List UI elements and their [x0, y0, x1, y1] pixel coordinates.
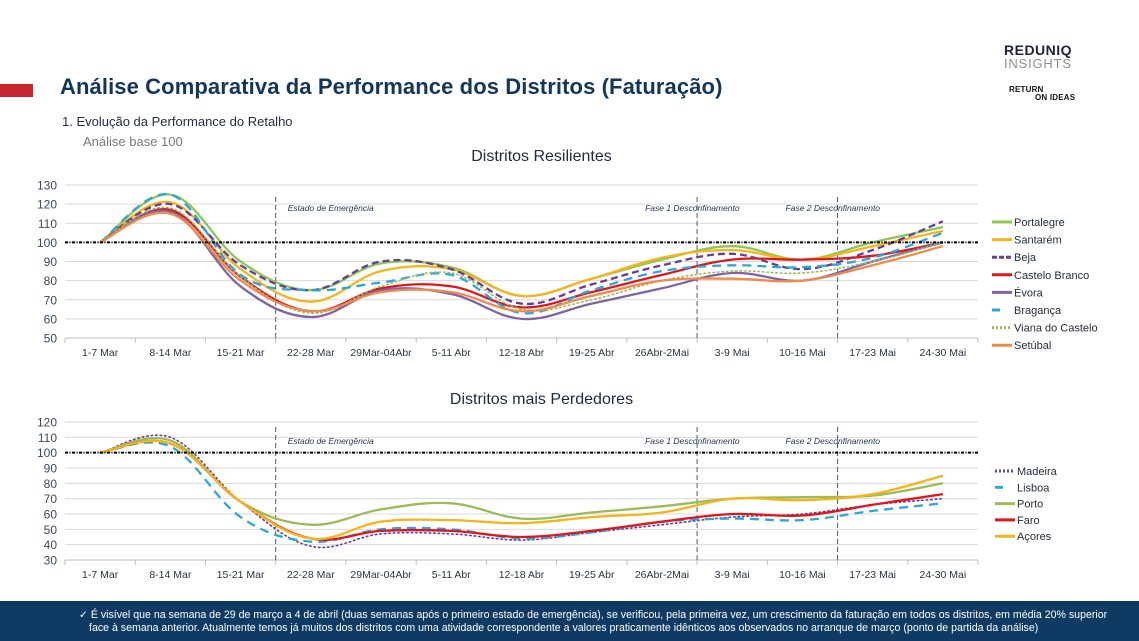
legend-label: Faro	[1017, 515, 1040, 527]
y-tick-label: 90	[44, 462, 58, 476]
series-line-beja	[99, 202, 944, 306]
x-tick-label: 17-23 Mai	[849, 347, 896, 359]
annotation-label: Fase 2 Desconfinamento	[786, 436, 881, 446]
y-tick-label: 110	[38, 431, 57, 445]
y-tick-label: 60	[44, 508, 58, 522]
chart-title: Distritos mais Perdedores	[450, 391, 633, 408]
y-tick-label: 90	[44, 255, 58, 269]
return-on-ideas-logo: RETURN	[1009, 85, 1044, 94]
x-tick-label: 12-18 Abr	[499, 347, 545, 359]
series-line-madeira	[99, 434, 944, 549]
x-tick-label: 19-25 Abr	[569, 347, 615, 359]
x-tick-label: 22-28 Mar	[287, 347, 335, 359]
legend-label: Santarém	[1014, 235, 1062, 247]
x-tick-label: 3-9 Mai	[715, 347, 750, 359]
chart-distritos-resilientes: Distritos Resilientes 50 60 70 80 90 100 110 120…	[37, 148, 1098, 359]
y-tick-label: 120	[37, 198, 57, 212]
y-tick-label: 100	[37, 446, 57, 460]
series-line-lisboa	[99, 441, 944, 543]
x-tick-label: 19-25 Abr	[569, 569, 615, 581]
y-tick-label: 70	[44, 492, 58, 506]
footer-insight-line2: face à semana anterior. Atualmente temos…	[89, 622, 1039, 634]
title-accent-bar	[0, 84, 33, 97]
x-tick-label: 24-30 Mai	[920, 569, 967, 581]
x-tick-label: 8-14 Mar	[149, 347, 192, 359]
y-tick-label: 50	[44, 523, 58, 537]
return-on-ideas-logo-line2: ON IDEAS	[1035, 93, 1076, 102]
x-tick-label: 10-16 Mai	[779, 569, 826, 581]
analysis-note: Análise base 100	[83, 134, 183, 149]
x-tick-label: 17-23 Mai	[849, 569, 896, 581]
y-tick-label: 100	[37, 236, 57, 250]
y-tick-label: 40	[44, 538, 58, 552]
x-tick-label: 1-7 Mar	[82, 569, 119, 581]
y-tick-label: 110	[38, 217, 57, 231]
x-tick-label: 29Mar-04Abr	[350, 569, 412, 581]
legend-label: Madeira	[1017, 466, 1058, 478]
x-tick-label: 8-14 Mar	[149, 569, 192, 581]
section-subtitle: 1. Evolução da Performance do Retalho	[62, 114, 293, 129]
page-title: Análise Comparativa da Performance dos D…	[60, 74, 723, 99]
y-tick-label: 80	[44, 274, 58, 288]
annotation-label: Estado de Emergência	[288, 203, 374, 213]
x-tick-label: 26Abr-2Mai	[635, 347, 689, 359]
legend-label: Bragança	[1014, 305, 1062, 317]
annotation-label: Estado de Emergência	[288, 436, 374, 446]
y-tick-label: 60	[44, 312, 58, 326]
legend-label: Açores	[1017, 531, 1052, 543]
footer-insight-banner: ✓ É visível que na semana de 29 de março…	[0, 601, 1139, 641]
y-tick-label: 80	[44, 477, 58, 491]
legend-label: Porto	[1017, 499, 1043, 511]
x-tick-label: 22-28 Mar	[287, 569, 335, 581]
y-tick-label: 120	[37, 416, 57, 430]
insights-logo-text: INSIGHTS	[1004, 56, 1072, 71]
x-tick-label: 15-21 Mar	[217, 347, 265, 359]
x-tick-label: 24-30 Mai	[920, 347, 967, 359]
series-line-viana-do-castelo	[99, 206, 944, 314]
y-tick-label: 30	[44, 554, 58, 568]
legend-label: Beja	[1014, 252, 1037, 264]
legend-label: Portalegre	[1014, 217, 1065, 229]
reduniq-logo: REDUNIQ	[1004, 42, 1073, 58]
x-tick-label: 3-9 Mai	[715, 569, 750, 581]
x-tick-label: 12-18 Abr	[499, 569, 545, 581]
x-tick-label: 26Abr-2Mai	[635, 569, 689, 581]
legend-label: Évora	[1014, 286, 1044, 299]
chart-title: Distritos Resilientes	[471, 148, 611, 165]
legend-label: Setúbal	[1014, 340, 1051, 352]
y-tick-label: 70	[44, 293, 58, 307]
x-tick-label: 1-7 Mar	[82, 347, 119, 359]
series-line-porto	[99, 437, 944, 526]
x-tick-label: 15-21 Mar	[217, 569, 265, 581]
annotation-label: Fase 2 Desconfinamento	[786, 203, 881, 213]
annotation-label: Fase 1 Desconfinamento	[645, 203, 740, 213]
annotation-label: Fase 1 Desconfinamento	[645, 436, 740, 446]
y-tick-label: 130	[37, 179, 57, 193]
x-tick-label: 5-11 Abr	[432, 347, 471, 359]
y-tick-label: 50	[44, 332, 58, 346]
x-tick-label: 5-11 Abr	[432, 569, 471, 581]
series-line-açores	[99, 439, 944, 541]
x-tick-label: 10-16 Mai	[779, 347, 826, 359]
series-line-setúbal	[99, 211, 944, 313]
legend-label: Viana do Castelo	[1014, 323, 1098, 335]
legend-label: Castelo Branco	[1014, 270, 1089, 282]
legend-label: Lisboa	[1017, 482, 1050, 494]
footer-insight-line1: ✓ É visível que na semana de 29 de março…	[79, 609, 1108, 621]
x-tick-label: 29Mar-04Abr	[350, 347, 412, 359]
